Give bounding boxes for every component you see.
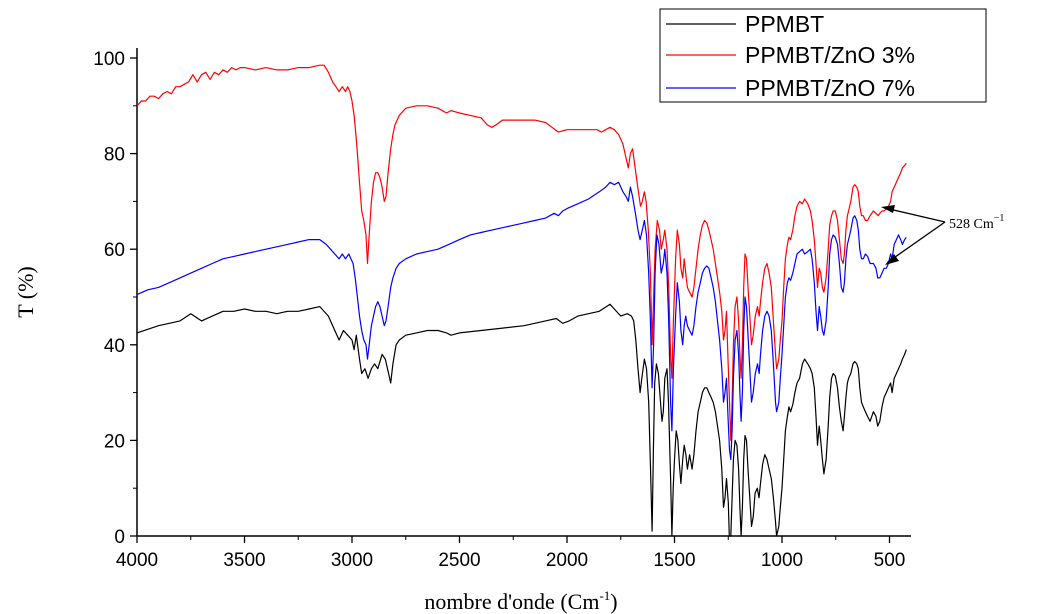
x-tick-label-4000: 4000 [116,550,158,571]
series-line-ppmbt [136,303,907,537]
series-line-ppmbt-zno-7 [136,181,907,461]
y-axis-title: T (%) [13,266,38,318]
x-tick-label-500: 500 [874,550,906,571]
y-tick-label-0: 0 [114,527,125,548]
annotation-arrowhead-blue [885,254,899,265]
x-tick-label-1000: 1000 [761,550,803,571]
annotation-arrow-blue [887,221,946,263]
x-tick-label-3500: 3500 [223,550,265,571]
y-tick-label-60: 60 [104,240,125,261]
y-tick-label-20: 20 [104,431,125,452]
x-tick-label-2500: 2500 [438,550,480,571]
series-group [136,64,907,537]
x-tick-label-3000: 3000 [331,550,373,571]
x-tick-label-1500: 1500 [653,550,695,571]
annotation-arrow-red [884,207,946,223]
x-axis-title: nombre d'onde (Cm-1) [424,588,617,614]
annotation-arrowhead-red [881,205,895,213]
axis-ticks: 4000 3500 3000 2500 2000 1500 1000 500 0 20 40 60 80… [93,49,905,571]
annotation-label: 528 Cm−1 [949,213,1004,232]
legend-label-ppmbt: PPMBT [745,11,824,37]
legend-label-zno7: PPMBT/ZnO 7% [745,75,915,101]
legend: PPMBT PPMBT/ZnO 3% PPMBT/ZnO 7% [659,8,987,103]
annotation-528: 528 Cm−1 [881,205,1004,265]
x-tick-label-2000: 2000 [546,550,588,571]
series-line-ppmbt-zno-3 [136,64,907,441]
legend-label-zno3: PPMBT/ZnO 3% [745,42,915,68]
y-tick-label-40: 40 [104,336,125,357]
y-tick-label-100: 100 [93,49,125,70]
y-tick-label-80: 80 [104,145,125,166]
